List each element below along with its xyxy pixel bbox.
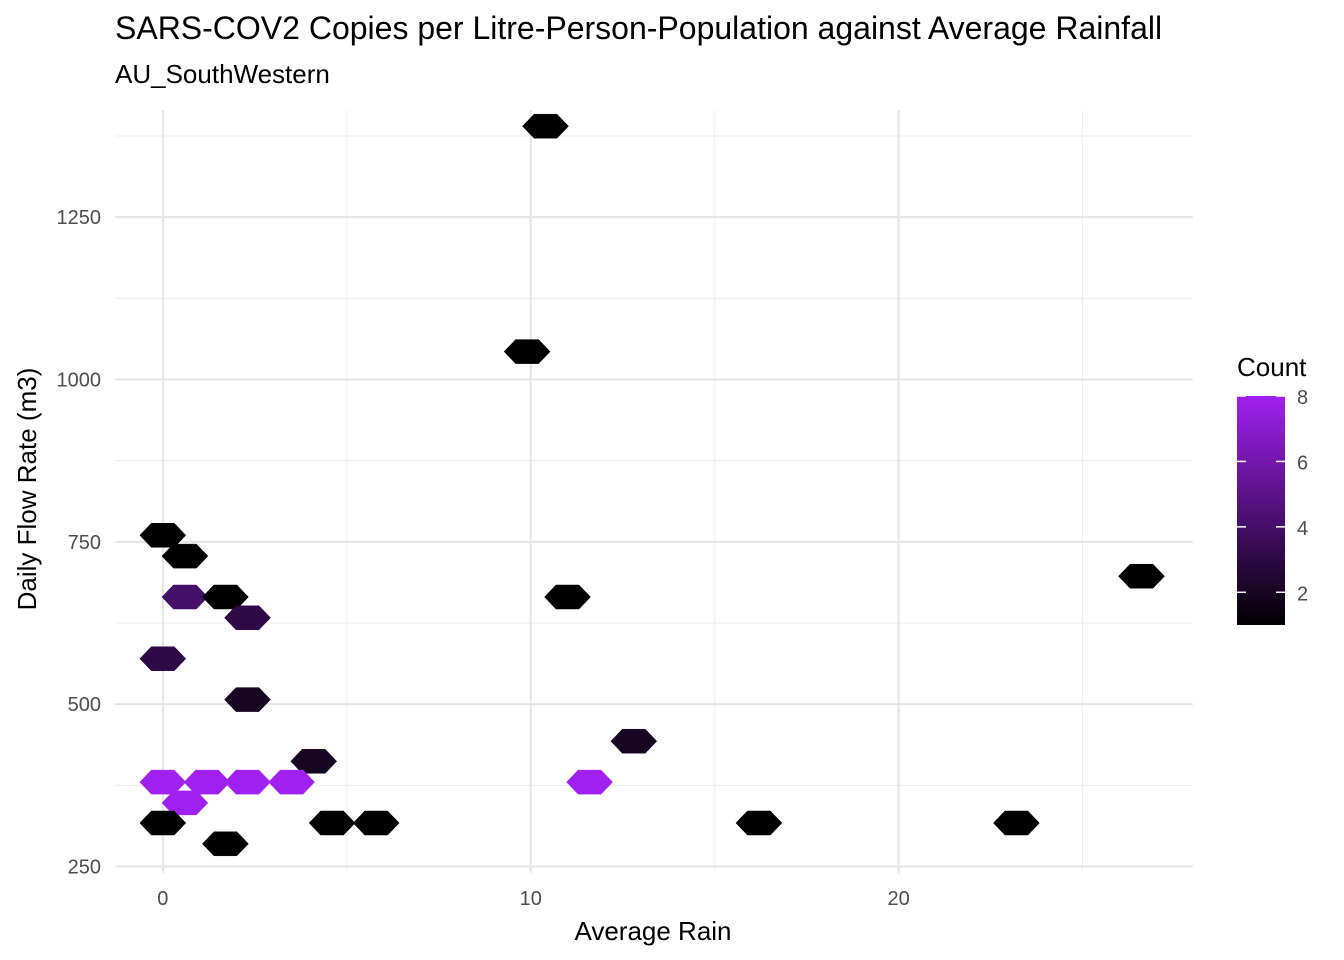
y-tick-label: 750	[68, 532, 101, 554]
y-tick-label: 250	[68, 857, 101, 879]
hex-bin	[139, 646, 187, 671]
hex-bin	[544, 584, 591, 610]
x-tick-label: 0	[157, 888, 168, 910]
hex-bins	[139, 113, 1165, 857]
y-axis-label: Daily Flow Rate (m3)	[12, 368, 42, 611]
hex-bin	[224, 687, 271, 712]
y-tick-label: 1250	[57, 207, 102, 229]
hex-bin	[183, 769, 231, 795]
y-axis-ticks: 250 500 750 1000 1250	[57, 207, 102, 878]
y-tick-label: 1000	[57, 369, 102, 391]
hex-bin	[139, 810, 187, 836]
hex-bin	[268, 769, 315, 795]
hex-bin	[139, 769, 187, 795]
x-axis-label: Average Rain	[574, 916, 731, 946]
x-axis-ticks: 0 10 20	[157, 888, 910, 910]
minor-gridlines	[115, 110, 1193, 873]
hex-bin	[224, 769, 271, 795]
hex-bin	[352, 810, 400, 836]
hex-bin	[224, 605, 271, 631]
legend-tick-label: 2	[1297, 583, 1308, 605]
legend-colorbar	[1237, 396, 1285, 625]
hex-bin	[161, 584, 209, 610]
legend-ticks: 2 4 6 8	[1237, 387, 1308, 605]
legend-title: Count	[1237, 352, 1307, 382]
hex-bin	[202, 584, 249, 610]
chart-subtitle: AU_SouthWestern	[115, 59, 330, 89]
hex-bin	[1118, 563, 1165, 589]
hex-bin	[503, 339, 551, 364]
hex-bin	[202, 831, 249, 857]
hex-bin	[993, 810, 1040, 836]
x-tick-label: 20	[888, 888, 910, 910]
legend-tick-label: 6	[1297, 452, 1308, 474]
legend-tick-label: 8	[1297, 387, 1308, 409]
legend-tick-label: 4	[1297, 518, 1308, 540]
hex-bin	[522, 113, 569, 139]
y-tick-label: 500	[68, 694, 101, 716]
hex-bin	[566, 769, 613, 795]
hex-bin	[139, 523, 187, 548]
chart-title: SARS-COV2 Copies per Litre-Person-Popula…	[115, 10, 1163, 46]
hex-bin	[735, 810, 783, 836]
hex-bin	[161, 543, 209, 569]
hex-bin	[290, 749, 338, 774]
x-tick-label: 10	[520, 888, 542, 910]
hex-bin	[308, 810, 356, 836]
major-gridlines	[115, 110, 1193, 873]
hex-bin	[610, 728, 658, 754]
